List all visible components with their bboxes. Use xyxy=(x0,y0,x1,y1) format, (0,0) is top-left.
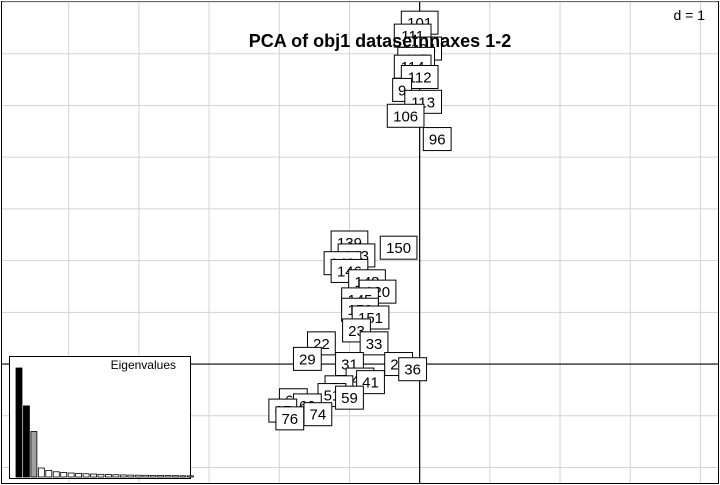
point-label: 36 xyxy=(398,357,428,382)
eigenvalue-bar xyxy=(134,474,142,478)
eigenvalue-bar xyxy=(45,469,53,478)
point-label-text: 29 xyxy=(299,351,316,368)
point-label-text: 9 xyxy=(398,82,406,99)
point-label: 33 xyxy=(359,331,389,356)
point-label-box xyxy=(292,346,322,371)
eigenvalue-bar xyxy=(119,474,127,478)
scale-label: d = 1 xyxy=(673,7,705,23)
point-label: 96 xyxy=(422,127,452,152)
eigenvalue-bar xyxy=(149,474,157,478)
point-label-box xyxy=(386,103,425,128)
point-label-box xyxy=(335,385,364,410)
point-label-box xyxy=(359,331,389,356)
eigenvalue-bar xyxy=(15,367,23,478)
eigenvalue-bar xyxy=(172,475,179,478)
eigenvalue-bar xyxy=(23,405,30,478)
eigenvalue-bar xyxy=(52,471,60,478)
point-label: 59 xyxy=(335,385,364,410)
point-label-text: 74 xyxy=(310,407,327,424)
eigenvalue-bar xyxy=(127,474,135,478)
eigenvalue-bar xyxy=(67,472,75,478)
point-labels: 1011111041171141129113106961391501431491… xyxy=(268,10,452,431)
point-label: 112 xyxy=(400,64,439,89)
eigenvalue-bar xyxy=(164,475,172,478)
point-label: 76 xyxy=(275,406,305,431)
eigenvalues-bars xyxy=(15,367,194,478)
eigenvalue-bar xyxy=(142,474,150,478)
eigenvalues-frame xyxy=(9,356,191,479)
point-label-box xyxy=(379,235,418,260)
eigenvalue-bar xyxy=(105,474,112,478)
eigenvalue-bar xyxy=(82,473,90,478)
eigenvalue-bar xyxy=(186,475,194,478)
point-label: 29 xyxy=(292,346,322,371)
point-label-text: 150 xyxy=(386,240,411,257)
eigenvalue-bar xyxy=(75,472,82,478)
point-label-text: 59 xyxy=(341,390,358,407)
eigenvalue-bar xyxy=(37,467,45,478)
point-label-text: 33 xyxy=(366,336,383,353)
eigenvalues-inset: Eigenvalues xyxy=(9,356,194,479)
eigenvalue-bar xyxy=(30,431,38,478)
point-label: 106 xyxy=(386,103,425,128)
eigenvalue-bar xyxy=(90,473,97,478)
eigenvalue-bar xyxy=(97,473,105,478)
chart-title: PCA of obj1 datasetnnaxes 1-2 xyxy=(249,31,511,51)
point-label: 74 xyxy=(303,402,333,427)
eigenvalue-bar xyxy=(112,474,120,478)
point-label-text: 112 xyxy=(408,69,432,86)
point-label: 22 xyxy=(306,331,336,356)
point-label-text: 106 xyxy=(393,108,418,125)
eigenvalue-bar xyxy=(157,475,164,478)
point-label-text: 76 xyxy=(281,411,298,428)
point-label-text: 41 xyxy=(362,375,379,392)
point-label-box xyxy=(275,406,305,431)
eigenvalues-title: Eigenvalues xyxy=(111,358,176,372)
point-label-text: 96 xyxy=(429,132,446,149)
point-label-text: 36 xyxy=(404,362,421,379)
point-label-box xyxy=(398,357,428,382)
point-label: 150 xyxy=(379,235,418,260)
eigenvalue-bar xyxy=(60,472,68,478)
point-label-box xyxy=(422,127,452,152)
eigenvalue-bar xyxy=(179,475,187,478)
